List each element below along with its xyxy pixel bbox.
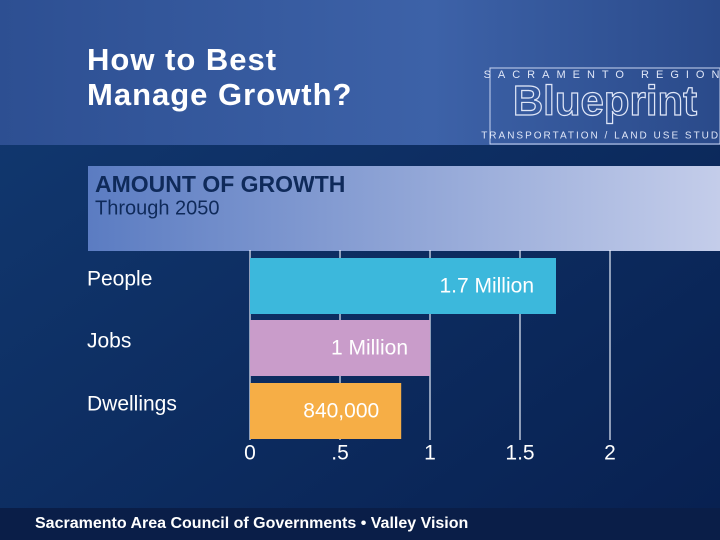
chart-title: AMOUNT OF GROWTH	[95, 171, 345, 197]
x-tick-label: 1	[424, 442, 436, 465]
bar	[250, 320, 430, 376]
value-label: 840,000	[303, 400, 379, 423]
chart-subtitle: Through 2050	[95, 197, 220, 219]
bar	[250, 258, 556, 314]
logo-name: Blueprint	[513, 77, 697, 124]
footer-text: Sacramento Area Council of Governments •…	[35, 515, 468, 532]
logo-bottom: TRANSPORTATION / LAND USE STUDY	[481, 131, 720, 142]
logo-frame	[489, 67, 720, 145]
value-label: 1 Million	[331, 337, 408, 360]
slide-title-line: Manage Growth?	[87, 77, 352, 112]
chart-banner	[88, 166, 720, 251]
bar	[250, 383, 402, 439]
value-label: 1.7 Million	[439, 275, 534, 298]
slide-title-line: How to Best	[87, 42, 277, 77]
category-label: People	[87, 268, 152, 291]
header-band	[0, 0, 720, 145]
category-label: Dwellings	[87, 393, 177, 416]
x-tick-label: 1.5	[505, 442, 534, 465]
category-label: Jobs	[87, 330, 131, 353]
x-tick-label: 0	[244, 442, 256, 465]
logo-top: SACRAMENTO REGION	[484, 69, 720, 81]
x-tick-label: .5	[331, 442, 349, 465]
x-tick-label: 2	[604, 442, 616, 465]
footer-bar	[0, 508, 720, 540]
